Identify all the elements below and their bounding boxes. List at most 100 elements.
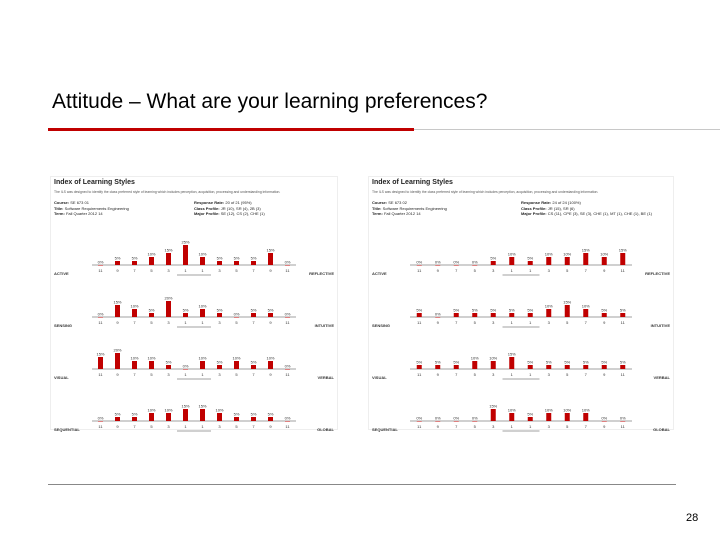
scale-tick-label: 1 xyxy=(184,268,187,273)
scale-bar xyxy=(490,313,496,317)
scale-bar-label: 15% xyxy=(164,248,172,253)
scale-tick-label: 9 xyxy=(603,268,606,273)
scale-chart: 0%1115%910%75%520%35%110%15%30%55%75%90%… xyxy=(92,296,296,328)
scale-tick-label: 9 xyxy=(603,372,606,377)
scale-tick-label: 5 xyxy=(474,320,477,325)
scale-bar xyxy=(98,421,103,422)
scale-bar-label: 10% xyxy=(130,356,138,361)
scale-bar xyxy=(509,413,515,421)
scale-bar-label: 5% xyxy=(132,412,138,417)
scale-bar xyxy=(200,409,205,421)
scale-bar-label: 10% xyxy=(147,356,155,361)
scale-row: ACTIVE REFLECTIVE 0% 11 5% 9 5% 7 10% 5 15% 3 25% 1 10… xyxy=(54,235,334,287)
scale-bar xyxy=(453,313,459,317)
title-value: Software Requirements Engineering xyxy=(64,205,129,211)
scale-bar xyxy=(601,257,607,265)
scale-bar xyxy=(527,313,533,317)
scale-tick-label: 7 xyxy=(585,268,588,273)
scale-bar-label: 0% xyxy=(435,312,441,317)
scale-bar xyxy=(601,313,607,317)
scale-bar xyxy=(200,309,205,317)
title-label: Title: xyxy=(372,205,382,211)
scale-tick-label: 3 xyxy=(548,372,551,377)
scale-tick-label: 3 xyxy=(492,320,495,325)
scale-bar xyxy=(527,417,533,421)
scale-tick-label: 11 xyxy=(621,268,626,273)
scale-bar-label: 5% xyxy=(601,308,607,313)
scale-bar xyxy=(149,361,154,369)
scale-bar-label: 0% xyxy=(472,260,478,265)
scale-tick-label: 1 xyxy=(201,268,204,273)
scale-bar-label: 5% xyxy=(217,256,223,261)
title-value: Software Requirements Engineering xyxy=(382,205,447,211)
scale-list: ACTIVE REFLECTIVE 0% 11 5% 9 5% 7 10% 5 15% 3 25% 1 10… xyxy=(54,235,334,443)
scale-right-label: INTUITIVE xyxy=(650,323,670,328)
scale-bar-label: 5% xyxy=(453,308,459,313)
scale-tick-label: 9 xyxy=(269,372,272,377)
scale-bar-label: 10% xyxy=(563,252,571,257)
scale-bar-label: 5% xyxy=(234,256,240,261)
scale-bar xyxy=(234,361,239,369)
scale-bar xyxy=(564,365,570,369)
scale-bar xyxy=(183,245,188,265)
scale-bar xyxy=(183,369,188,370)
scale-bar xyxy=(268,313,273,317)
scale-bar-label: 10% xyxy=(198,252,206,257)
scale-bar-label: 0% xyxy=(453,416,459,421)
scale-bar xyxy=(200,257,205,265)
scale-bar-label: 5% xyxy=(234,412,240,417)
scale-bar-label: 10% xyxy=(563,408,571,413)
term-label: Term: xyxy=(372,211,383,216)
scale-bar-label: 5% xyxy=(217,308,223,313)
scale-bar-label: 5% xyxy=(527,256,533,261)
scale-bar-label: 5% xyxy=(620,308,626,313)
scale-tick-label: 3 xyxy=(218,320,221,325)
scale-bar-label: 15% xyxy=(113,300,121,305)
scale-bar xyxy=(98,357,103,369)
scale-tick-label: 9 xyxy=(116,268,119,273)
scale-bar-label: 0% xyxy=(453,260,459,265)
scale-tick-label: 1 xyxy=(529,268,532,273)
scale-tick-label: 9 xyxy=(269,424,272,429)
scale-bar-label: 15% xyxy=(266,248,274,253)
scale-bar xyxy=(285,317,290,318)
scale-tick-label: 5 xyxy=(474,424,477,429)
scale-bar-label: 5% xyxy=(453,360,459,365)
scale-bar xyxy=(166,253,171,265)
scale-tick-label: 5 xyxy=(566,372,569,377)
scale-bar xyxy=(268,253,273,265)
scale-tick-label: 3 xyxy=(548,268,551,273)
scale-bar-label: 0% xyxy=(285,260,291,265)
scale-tick-label: 3 xyxy=(492,424,495,429)
scale-bar xyxy=(583,253,589,265)
scale-bar-label: 0% xyxy=(435,260,441,265)
scale-bar-label: 20% xyxy=(113,348,121,353)
scale-bar-label: 0% xyxy=(620,416,626,421)
scale-bar-label: 5% xyxy=(416,360,422,365)
scale-bar-label: 0% xyxy=(435,416,441,421)
scale-bar xyxy=(115,261,120,265)
scale-bar-label: 5% xyxy=(527,308,533,313)
scale-tick-label: 11 xyxy=(98,268,103,273)
scale-tick-label: 11 xyxy=(417,424,422,429)
scale-tick-label: 9 xyxy=(437,320,440,325)
scale-bar xyxy=(435,265,441,266)
scale-tick-label: 11 xyxy=(98,372,103,377)
scale-bar xyxy=(490,261,496,265)
scale-bar-label: 15% xyxy=(563,300,571,305)
scale-bar xyxy=(251,365,256,369)
class-label: Class Profile: xyxy=(521,205,547,211)
scale-bar xyxy=(285,265,290,266)
scale-bar-label: 15% xyxy=(96,352,104,357)
scale-bar-label: 15% xyxy=(582,248,590,253)
title-label: Title: xyxy=(54,205,64,211)
scale-bar-label: 10% xyxy=(147,252,155,257)
scale-left-label: SEQUENTIAL xyxy=(54,427,80,432)
footer-divider xyxy=(48,484,676,485)
scale-bar-label: 10% xyxy=(545,408,553,413)
scale-bar xyxy=(115,353,120,369)
scale-tick-label: 1 xyxy=(529,320,532,325)
scale-bar-label: 10% xyxy=(266,356,274,361)
scale-tick-label: 11 xyxy=(621,372,626,377)
report-description: The ILS was designed to identify the cla… xyxy=(54,190,281,194)
